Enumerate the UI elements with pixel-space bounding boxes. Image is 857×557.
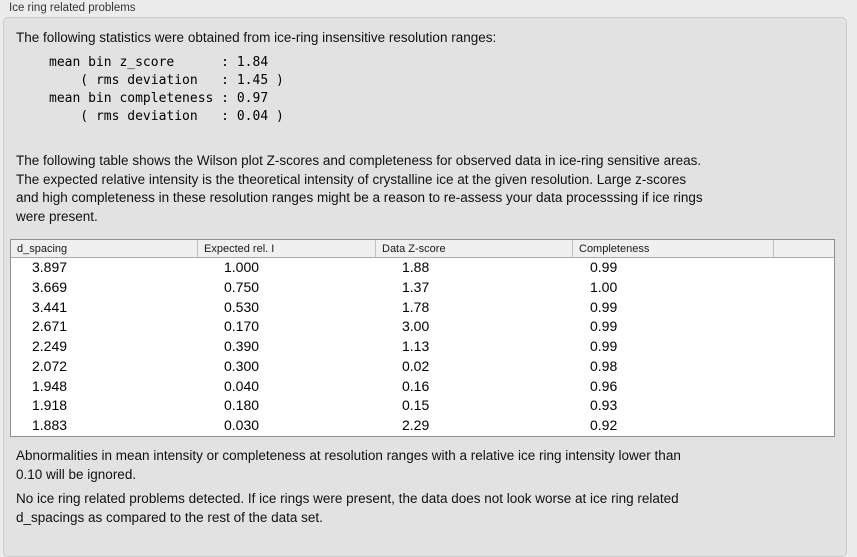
table-row[interactable]: 1.948 0.040 0.16 0.96 [11,376,834,397]
table-row[interactable]: 1.883 0.030 2.29 0.92 [11,416,834,436]
table-cell: 0.96 [590,377,618,394]
table-cell: 3.897 [32,259,68,275]
table-cell: 0.16 [402,377,430,394]
table-row[interactable]: 2.072 0.300 0.02 0.98 [11,356,834,377]
table-cell: 1.883 [32,417,68,434]
table-cell: 1.948 [32,377,68,394]
table-intro-text: The following table shows the Wilson plo… [16,153,703,224]
table-cell: 0.530 [224,298,260,315]
table-cell: 3.669 [32,278,68,295]
table-cell: 1.13 [402,338,430,355]
column-header-data-z-score: Data Z-score [376,240,573,257]
stats-intro-text: The following statistics were obtained f… [16,30,497,45]
table-row[interactable]: 1.918 0.180 0.15 0.93 [11,396,834,417]
table-row[interactable]: 3.441 0.530 1.78 0.99 [11,297,834,318]
table-cell: 0.040 [224,377,260,394]
table-cell [774,337,834,357]
table-cell [774,317,834,337]
stats-values-block: mean bin z_score : 1.84 ( rms deviation … [49,55,284,124]
table-cell [774,298,834,318]
table-cell [774,357,834,377]
table-cell: 1.88 [402,259,430,275]
table-cell: 0.99 [590,298,618,315]
table-cell: 2.29 [402,417,430,434]
table-cell: 1.918 [32,397,68,414]
table-cell: 0.99 [590,318,618,335]
table-cell: 0.98 [590,357,618,374]
table-cell: 0.02 [402,357,430,374]
table-cell: 0.15 [402,397,430,414]
conclusion-text: No ice ring related problems detected. I… [16,491,679,525]
table-row[interactable]: 2.671 0.170 3.00 0.99 [11,317,834,338]
table-row[interactable]: 3.897 1.000 1.88 0.99 [11,258,834,278]
column-header-empty [774,240,834,257]
ignore-note-text: Abnormalities in mean intensity or compl… [16,448,681,482]
table-cell: 2.072 [32,357,68,374]
table-header-row: d_spacing Expected rel. I Data Z-score C… [11,240,834,258]
table-cell: 1.37 [402,278,430,295]
table-cell: 0.93 [590,397,618,414]
table-cell [774,396,834,416]
table-cell [774,416,834,436]
table-cell: 1.000 [224,259,260,275]
table-cell: 1.00 [590,278,618,295]
column-header-completeness: Completeness [573,240,774,257]
table-cell: 0.99 [590,259,618,275]
table-row[interactable]: 3.669 0.750 1.37 1.00 [11,277,834,298]
column-header-expected-rel-i: Expected rel. I [198,240,376,257]
table-cell: 2.671 [32,318,68,335]
table-row[interactable]: 2.249 0.390 1.13 0.99 [11,337,834,357]
table-cell: 0.030 [224,417,260,434]
table-cell: 0.99 [590,338,618,355]
table-cell [774,258,834,278]
table-cell: 0.180 [224,397,260,414]
table-cell: 0.300 [224,357,260,374]
ice-ring-table: d_spacing Expected rel. I Data Z-score C… [10,239,835,437]
table-cell: 3.441 [32,298,68,315]
table-cell [774,377,834,397]
table-cell: 0.92 [590,417,618,434]
table-cell [774,278,834,298]
table-cell: 1.78 [402,298,430,315]
table-cell: 0.750 [224,278,260,295]
table-cell: 0.170 [224,318,260,335]
table-cell: 2.249 [32,338,68,355]
panel-title: Ice ring related problems [9,2,136,14]
table-cell: 0.390 [224,338,260,355]
column-header-d-spacing: d_spacing [11,240,198,257]
ice-ring-panel: { "panel": { "title": "Ice ring related … [3,2,847,557]
table-cell: 3.00 [402,318,430,335]
